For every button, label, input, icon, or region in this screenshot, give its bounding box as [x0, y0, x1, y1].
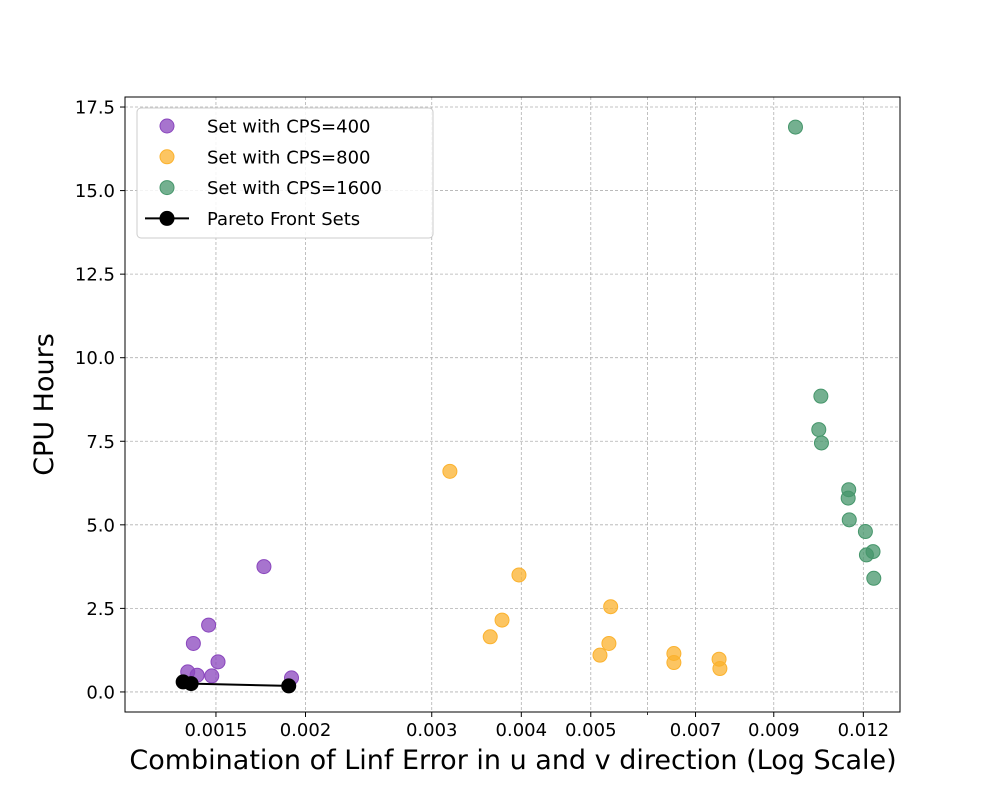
x-tick-label: 0.007: [670, 720, 722, 741]
data-point-set-with-cps-1600: [811, 422, 827, 438]
data-point-set-with-cps-800: [601, 635, 617, 651]
pareto-point: [281, 678, 297, 694]
legend-label-set-with-cps-1600: Set with CPS=1600: [207, 178, 382, 199]
y-tick-label: 15.0: [75, 181, 115, 202]
grid-layer: [125, 97, 900, 712]
data-point-set-with-cps-800: [603, 599, 619, 615]
data-point-set-with-cps-800: [712, 661, 728, 677]
x-tick-label: 0.0015: [184, 720, 247, 741]
legend-label-set-with-cps-400: Set with CPS=400: [207, 117, 370, 138]
data-point-set-with-cps-400: [201, 617, 217, 633]
data-point-set-with-cps-1600: [840, 490, 856, 506]
data-point-set-with-cps-1600: [866, 570, 882, 586]
y-tick-label: 17.5: [75, 98, 115, 119]
x-tick-label: 0.009: [748, 720, 800, 741]
pareto-point: [183, 676, 199, 692]
legend-marker-set-with-cps-1600: [159, 180, 175, 196]
x-tick-label: 0.003: [406, 720, 458, 741]
y-tick-label: 2.5: [86, 599, 115, 620]
y-axis-title: CPU Hours: [29, 333, 60, 476]
data-point-set-with-cps-400: [204, 668, 220, 684]
x-tick-label: 0.005: [565, 720, 617, 741]
x-tick-label: 0.012: [838, 720, 890, 741]
data-point-set-with-cps-800: [511, 567, 527, 583]
data-point-set-with-cps-400: [256, 559, 272, 575]
x-tick-label: 0.004: [496, 720, 548, 741]
y-tick-label: 12.5: [75, 265, 115, 286]
data-layer: [175, 119, 882, 694]
data-point-set-with-cps-1600: [787, 119, 803, 135]
data-point-set-with-cps-800: [666, 655, 682, 671]
x-tick-label: 0.002: [280, 720, 332, 741]
legend-marker-set-with-cps-800: [159, 149, 175, 165]
data-point-set-with-cps-1600: [865, 544, 881, 560]
data-point-set-with-cps-800: [482, 629, 498, 645]
data-point-set-with-cps-800: [494, 612, 510, 628]
data-point-set-with-cps-1600: [813, 388, 829, 404]
legend-marker-set-with-cps-400: [159, 118, 175, 134]
legend: Set with CPS=400 Set with CPS=800 Set with…: [136, 107, 434, 239]
data-point-set-with-cps-400: [185, 635, 201, 651]
data-point-set-with-cps-1600: [857, 524, 873, 540]
data-point-set-with-cps-800: [442, 463, 458, 479]
y-tick-label: 10.0: [75, 348, 115, 369]
legend-box: [136, 107, 434, 239]
y-tick-label: 7.5: [86, 432, 115, 453]
y-tick-label: 0.0: [86, 682, 115, 703]
data-point-set-with-cps-800: [592, 647, 608, 663]
y-tick-label: 5.0: [86, 515, 115, 536]
data-point-set-with-cps-1600: [841, 512, 857, 528]
x-axis-title: Combination of Linf Error in u and v dir…: [129, 745, 896, 776]
plot-frame: [124, 96, 901, 713]
legend-marker-pareto-front-sets: [159, 210, 175, 226]
ticks-layer: 0.0 2.5 5.0 7.5 10.0 12.5 15.0 17.5 0.0015 0.002 0…: [75, 98, 889, 741]
legend-label-pareto-front-sets: Pareto Front Sets: [207, 209, 360, 230]
legend-label-set-with-cps-800: Set with CPS=800: [207, 147, 370, 168]
data-point-set-with-cps-400: [210, 654, 226, 670]
data-point-set-with-cps-1600: [813, 435, 829, 451]
